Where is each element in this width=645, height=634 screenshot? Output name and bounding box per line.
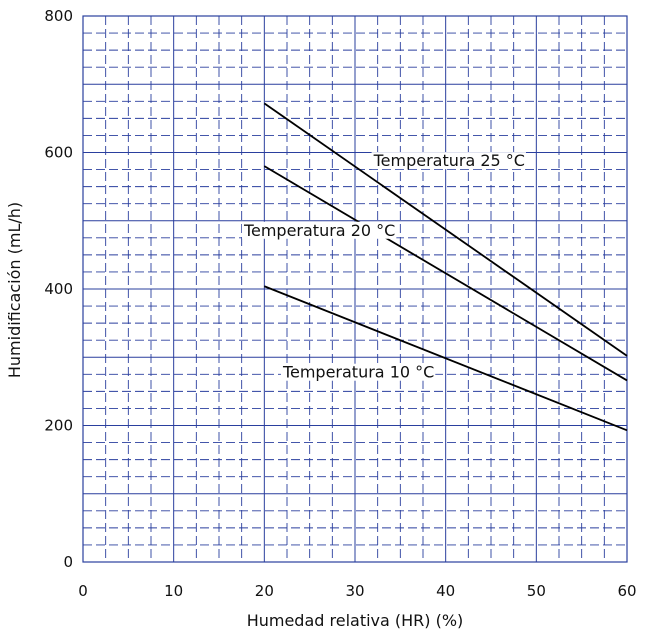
series-label-background	[280, 363, 436, 381]
x-tick-label: 40	[436, 582, 455, 600]
y-tick-label: 400	[44, 280, 73, 298]
x-axis-title: Humedad relativa (HR) (%)	[247, 611, 464, 630]
y-axis-ticks: 0 200 400 600 800	[44, 7, 73, 571]
grid	[82, 15, 628, 563]
x-axis-ticks: 0 10 20 30 40 50 60	[78, 582, 636, 600]
x-tick-label: 10	[164, 582, 183, 600]
x-tick-label: 50	[527, 582, 546, 600]
series-label-1: Temperatura 20 °C	[243, 221, 395, 240]
y-tick-label: 0	[63, 553, 73, 571]
y-tick-label: 200	[44, 417, 73, 435]
series-line-1	[263, 165, 628, 382]
series-labels: Temperatura 25 °C Temperatura 20 °C Temper…	[241, 151, 526, 382]
x-tick-label: 60	[617, 582, 636, 600]
series-label-2: Temperatura 10 °C	[282, 363, 434, 382]
x-tick-label: 20	[255, 582, 274, 600]
y-tick-label: 800	[44, 7, 73, 25]
series-lines	[263, 102, 628, 432]
plot-frame	[82, 15, 628, 563]
y-tick-label: 600	[44, 144, 73, 162]
series-line-2	[264, 285, 628, 432]
x-tick-label: 30	[345, 582, 364, 600]
series-line-0	[263, 102, 628, 357]
series-label-background	[241, 221, 397, 239]
series-label-background	[371, 152, 526, 170]
x-tick-label: 0	[78, 582, 88, 600]
y-axis-title: Humidificación (mL/h)	[5, 202, 24, 378]
series-label-0: Temperatura 25 °C	[373, 151, 525, 170]
